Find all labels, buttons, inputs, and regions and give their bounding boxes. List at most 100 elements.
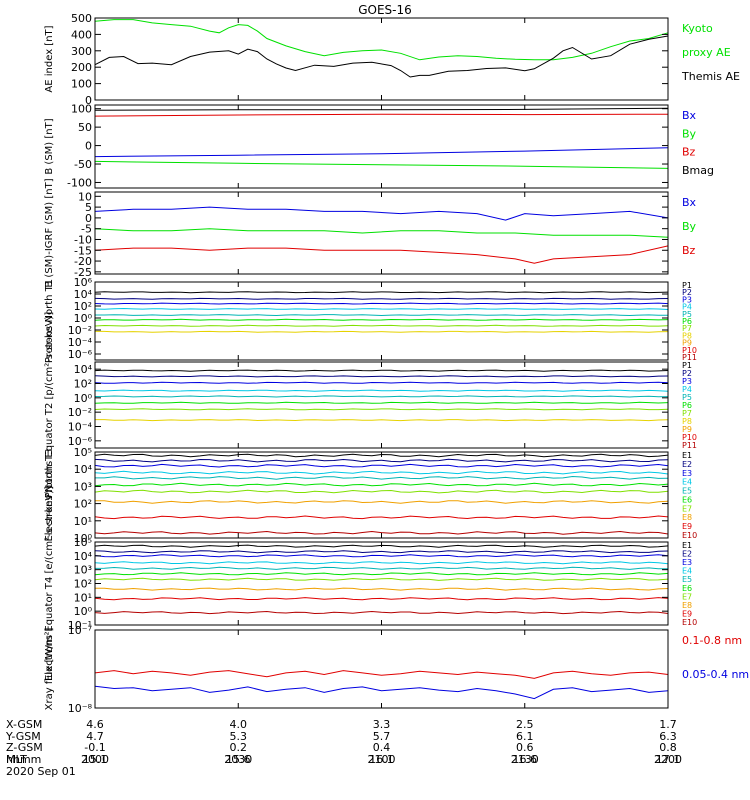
figure-title: GOES-16 [358, 3, 412, 17]
legend-p10: P10 [682, 433, 697, 442]
series-line-bx [94, 147, 669, 158]
y-tick-label: 10⁻² [68, 324, 92, 337]
ephemeris-value: 2000 [81, 753, 109, 766]
y-tick-label: 100 [71, 103, 92, 116]
y-tick-label: 10⁻¹ [68, 619, 92, 632]
y-tick-label: 300 [71, 45, 92, 58]
ephemeris-value: 3.3 [373, 718, 391, 731]
legend-e9: E9 [682, 522, 692, 531]
date-label: 2020 Sep 01 [6, 765, 76, 778]
series-line-e10 [94, 530, 669, 535]
series-line-p2 [94, 375, 669, 378]
series-line-e4 [94, 561, 669, 565]
panel-frame [94, 191, 669, 275]
legend-p11: P11 [682, 353, 697, 362]
legend-bmag: Bmag [682, 164, 714, 177]
legend-e9: E9 [682, 609, 692, 618]
ephemeris-value: 5.3 [230, 730, 248, 743]
legend-bx: Bx [682, 196, 697, 209]
legend-p4: P4 [682, 303, 692, 312]
ephemeris-value: 15.1 [83, 753, 108, 766]
legend-bz: Bz [682, 146, 696, 159]
legend-e1: E1 [682, 541, 692, 550]
ephemeris-value: 2200 [654, 753, 682, 766]
y-tick-label: 10⁶ [74, 276, 93, 289]
legend-p1: P1 [682, 281, 692, 290]
y-tick-label: 0 [85, 140, 92, 153]
panel-1: 0 100 200 300 400 500 AE index [nT] Kyoto proxy … [44, 12, 740, 107]
ephemeris-value: 0.2 [230, 741, 248, 754]
series-line-by [94, 228, 669, 238]
y-tick-label: 10⁻⁶ [68, 348, 93, 361]
y-axis-label: Protons North T1 [44, 279, 55, 363]
ephemeris-value: 6.3 [659, 730, 677, 743]
legend-p3: P3 [682, 377, 692, 386]
y-axis-label: Electrons Equator T4 [e/(cm²-s-sr-keV)] [44, 486, 55, 681]
legend-kyoto: Kyoto [682, 22, 713, 35]
series-line-p3 [94, 302, 669, 305]
y-tick-label: 10⁻² [68, 406, 92, 419]
y-tick-label: 10³ [74, 480, 92, 493]
panel-frame [94, 17, 669, 101]
legend-p6: P6 [682, 401, 692, 410]
legend-p11: P11 [682, 441, 697, 450]
ephemeris-label: Z-GSM [6, 741, 43, 754]
ephemeris-value: 2.5 [516, 718, 534, 731]
legend-p10: P10 [682, 346, 697, 355]
ephemeris-value: 0.8 [659, 741, 677, 754]
panel-2: -100 -50 0 50 100 B (SM) [nT] Bx By Bz Bmag [44, 103, 714, 190]
y-tick-label: -5 [81, 223, 92, 236]
y-tick-label: -10 [74, 233, 92, 246]
legend-e6: E6 [682, 584, 692, 593]
series-line-e2 [94, 550, 669, 554]
legend-p8: P8 [682, 417, 692, 426]
legend-p3: P3 [682, 295, 692, 304]
series-line-e6 [94, 482, 669, 487]
series-line-bz [94, 245, 669, 264]
legend-p2: P2 [682, 288, 692, 297]
series-line-e4 [94, 470, 669, 475]
y-tick-label: 400 [71, 28, 92, 41]
y-tick-label: 10⁴ [74, 363, 93, 376]
y-tick-label: 10⁴ [74, 288, 93, 301]
legend-by: By [682, 220, 697, 233]
y-tick-label: 10¹ [74, 591, 92, 604]
y-tick-label: 10⁻⁴ [68, 336, 93, 349]
y-tick-label: 10² [74, 300, 92, 313]
legend-e8: E8 [682, 513, 692, 522]
series-line-e9 [94, 597, 669, 601]
ephemeris-label: Y-GSM [5, 730, 41, 743]
y-tick-label: -25 [74, 266, 92, 279]
series-line-e7 [94, 577, 669, 581]
y-axis-label: Electrons North T3 [44, 448, 55, 541]
panel-frame [94, 361, 669, 449]
y-tick-label: 10 [78, 190, 92, 203]
ephemeris-value: 4.6 [86, 718, 104, 731]
legend-e3: E3 [682, 558, 692, 567]
ephemeris-label: MLT [6, 753, 27, 766]
legend-p7: P7 [682, 409, 692, 418]
legend-0-05-0-4-nm: 0.05-0.4 nm [682, 668, 749, 681]
legend-e7: E7 [682, 592, 692, 601]
y-tick-label: 500 [71, 12, 92, 25]
series-line-p6 [94, 401, 669, 404]
legend-bx: Bx [682, 109, 697, 122]
legend-p6: P6 [682, 317, 692, 326]
series-line-p8 [95, 330, 669, 333]
y-tick-label: 10⁻⁴ [68, 421, 93, 434]
series-line-p1 [94, 369, 669, 372]
y-tick-label: 10⁻⁸ [68, 702, 93, 715]
legend-e7: E7 [682, 504, 692, 513]
y-tick-label: 5 [85, 201, 92, 214]
y-tick-label: 10⁰ [74, 312, 93, 325]
legend-p5: P5 [682, 393, 692, 402]
series-line-0-05-0-4-nm [94, 685, 669, 700]
series-line-e8 [95, 500, 669, 504]
legend-e3: E3 [682, 469, 692, 478]
series-line-0-1-0-8-nm [94, 670, 669, 679]
panel-frame [94, 281, 669, 361]
y-tick-label: 10² [74, 498, 92, 511]
ephemeris-value: 16.6 [513, 753, 538, 766]
